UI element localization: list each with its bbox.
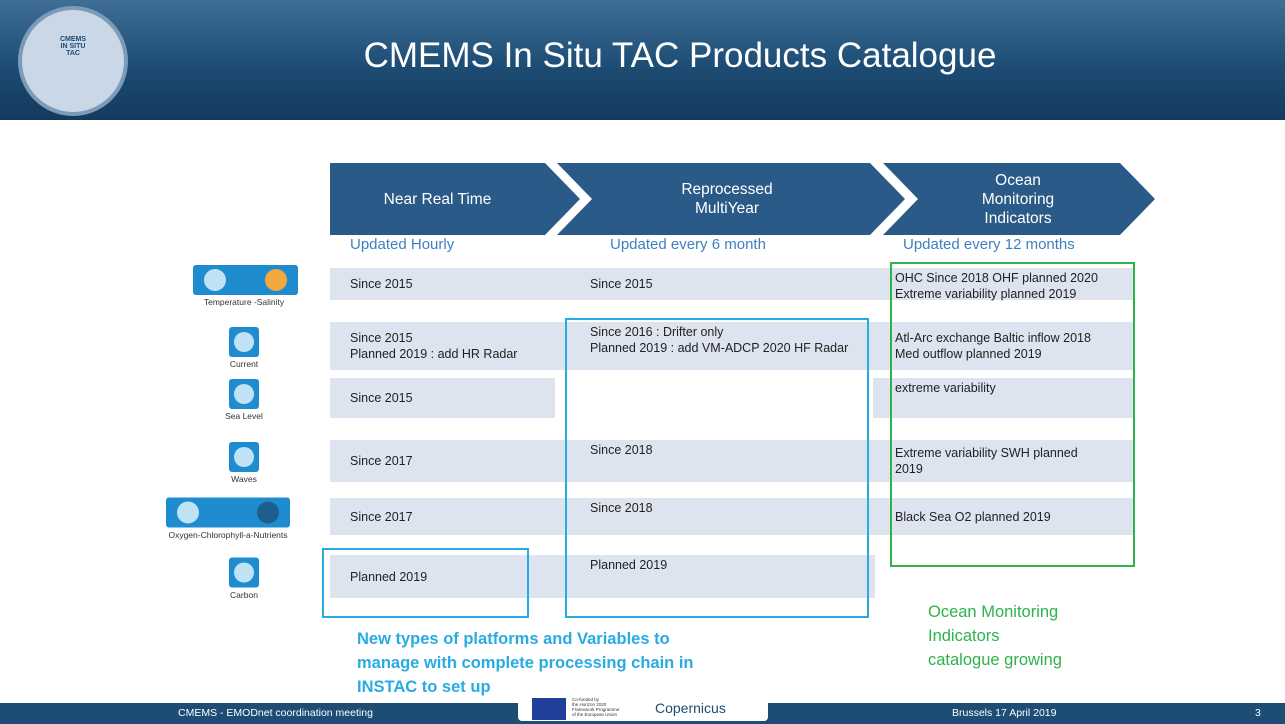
- row-band: [330, 555, 555, 598]
- cell-text: Since 2015: [350, 277, 413, 291]
- row-label: Sea Level: [225, 411, 263, 421]
- logo: [18, 6, 128, 116]
- row-label: Current: [229, 359, 259, 369]
- note: New types of platforms and Variables to …: [357, 630, 694, 696]
- column-title: Reprocessed MultiYear: [681, 181, 773, 217]
- row-label: Temperature -Salinity: [203, 297, 285, 307]
- row-label: Waves: [231, 474, 257, 484]
- cell-text: Since 2017: [350, 509, 413, 524]
- row-band: [873, 322, 1135, 370]
- row-band: [873, 268, 1135, 300]
- cell-text: Black Sea O2 planned 2019: [895, 509, 1051, 524]
- funding-text: Co-funded by the Horizon 2020 Framework …: [572, 697, 620, 717]
- highlight-box: [565, 318, 869, 618]
- icon-shape: [234, 384, 254, 404]
- icon-shape: [166, 497, 290, 528]
- cell-text: Since 2015: [590, 277, 653, 291]
- footer-text: Brussels 17 April 2019: [952, 707, 1057, 719]
- row-band: [330, 440, 555, 482]
- chevron: [883, 163, 1155, 235]
- logo-text: CMEMS IN SITU TAC: [59, 36, 87, 57]
- column-title: Near Real Time: [383, 190, 492, 208]
- row-band: [330, 268, 555, 300]
- brand-text: Copernicus: [655, 700, 726, 716]
- cell-text: Planned 2019: [350, 569, 428, 584]
- column-update: Updated every 12 months: [903, 236, 1075, 253]
- cell-text: Since 2018: [590, 443, 653, 457]
- cell-text: Since 2018: [590, 501, 653, 515]
- note: Ocean Monitoring Indicators catalogue gr…: [928, 603, 1062, 669]
- cell-text: Atl-Arc exchange Baltic inflow 2018 Med …: [895, 331, 1091, 361]
- highlight-box: [322, 548, 529, 618]
- row-band: [330, 322, 555, 370]
- cell-text: Planned 2019: [590, 558, 668, 572]
- cell-text: Extreme variability SWH planned 2019: [895, 446, 1078, 476]
- icon-shape: [234, 562, 254, 583]
- row-band: [873, 378, 1135, 418]
- row-band: [873, 498, 1135, 535]
- cell-text: Since 2016 : Drifter only Planned 2019 :…: [590, 325, 849, 355]
- icon-shape: [257, 501, 279, 524]
- highlight-box: [890, 262, 1135, 567]
- row-band: [330, 378, 555, 418]
- cell-text: extreme variability: [895, 381, 996, 395]
- row-band: [330, 498, 555, 535]
- icon-shape: [234, 332, 254, 352]
- slide-title: CMEMS In Situ TAC Products Catalogue: [363, 36, 997, 75]
- row-band: [555, 440, 875, 482]
- row-label: Carbon: [230, 589, 258, 600]
- cell-text: Since 2015: [350, 391, 413, 405]
- row-band: [555, 555, 875, 598]
- column-update: Updated Hourly: [350, 236, 455, 253]
- chevron: [557, 163, 905, 235]
- icon-shape: [204, 269, 226, 291]
- page-number: 3: [1255, 707, 1261, 719]
- column-update: Updated every 6 month: [610, 236, 766, 253]
- chevron: [330, 163, 580, 235]
- row-band: [873, 440, 1135, 482]
- row-band: [555, 322, 875, 370]
- cell-text: Since 2015 Planned 2019 : add HR Radar: [350, 331, 518, 361]
- cell-text: OHC Since 2018 OHF planned 2020 Extreme …: [895, 271, 1098, 301]
- row-label: Oxygen-Chlorophyll-a-Nutrients: [168, 529, 288, 540]
- icon-shape: [234, 447, 254, 467]
- footer-text: CMEMS - EMODnet coordination meeting: [178, 707, 373, 719]
- eu-flag: [532, 698, 566, 720]
- row-band: [555, 268, 875, 300]
- icon-shape: [265, 269, 287, 291]
- column-title: Ocean Monitoring Indicators: [981, 171, 1055, 227]
- row-band: [555, 498, 875, 535]
- cell-text: Since 2017: [350, 454, 413, 468]
- header-banner: [0, 0, 1285, 120]
- icon-shape: [177, 501, 199, 524]
